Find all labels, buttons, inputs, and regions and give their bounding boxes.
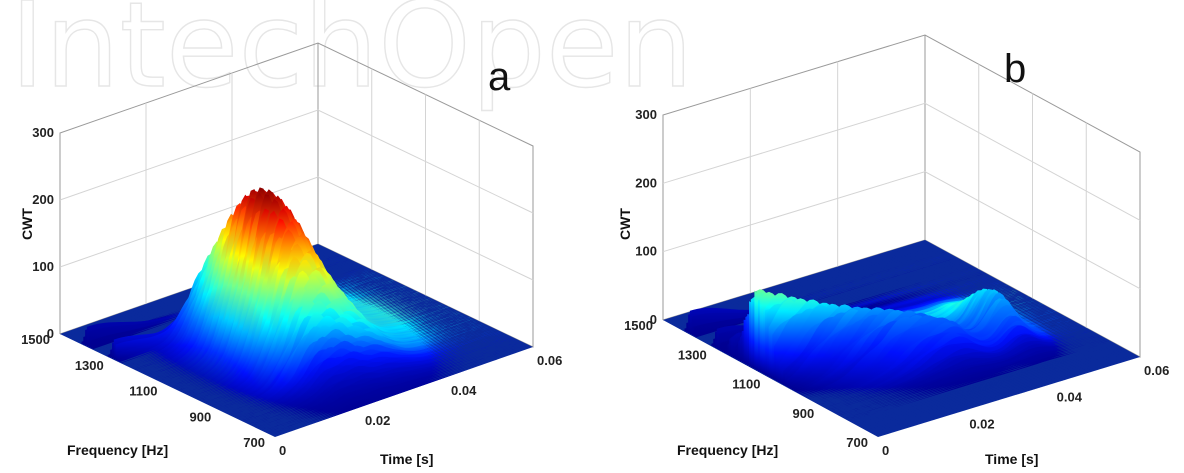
freq-tick-label: 1300 [75,358,104,373]
watermark-logo: IntechOpen [9,0,694,115]
surface-slice [870,353,1133,434]
z-tick-label: 0 [650,312,657,327]
surface-slice [863,349,1126,430]
grid-b [662,34,1141,358]
z-axis-label-b: CWT [617,208,633,240]
z-tick-label: 100 [32,259,54,274]
svg-text:IntechOpen: IntechOpen [10,0,693,114]
surface-slice [672,244,934,325]
surface-slice [869,352,1131,433]
surface-slice [876,356,1139,436]
surface-slice [275,347,533,437]
labels-b: b CWT Frequency [Hz] Time [s] 0 100 200 300… [617,47,1169,467]
surface-slice [668,242,931,323]
surface-slice [836,334,1099,415]
surface-slice [827,329,1090,410]
surface-slice [865,350,1128,431]
surface-slice [670,243,933,324]
x-axis-label-b: Frequency [Hz] [677,442,778,458]
surface-a [60,187,533,437]
freq-tick-label: 1300 [678,347,707,362]
surface-slice [872,354,1135,435]
surface-slice [856,345,1119,426]
y-axis-label-b: Time [s] [985,451,1038,467]
chart-panel-b: b CWT Frequency [Hz] Time [s] 0 100 200 300… [617,34,1169,467]
surface-slice [664,241,927,321]
time-tick-label: 0 [279,443,286,458]
surface-slice [874,355,1137,436]
z-tick-label: 300 [32,125,54,140]
surface-slice [673,245,936,326]
surface-slice [845,339,1108,420]
z-gridline [59,109,534,214]
time-tick-label: 0 [882,443,889,458]
time-tick-label: 0.06 [537,353,562,368]
surface-slice [682,250,945,331]
surface-slice [684,251,947,332]
surface-slice [854,344,1117,425]
freq-tick-label: 700 [243,435,265,450]
surface-b [663,240,1140,437]
surface-slice [849,341,1112,422]
surface-slice [867,351,1130,432]
freq-tick-label: 900 [793,406,815,421]
surface-slice [878,357,1140,437]
z-gridline [662,102,1141,221]
z-tick-label: 200 [635,175,657,190]
surface-slice [851,342,1114,423]
time-tick-label: 0.06 [1144,363,1169,378]
z-tick-label: 200 [32,192,54,207]
freq-tick-label: 1100 [129,384,157,399]
x-axis-label-a: Frequency [Hz] [67,442,168,458]
time-tick-label: 0.04 [1057,390,1083,405]
surface-slice [852,343,1115,424]
time-tick-label: 0.02 [365,413,390,428]
surface-slice [677,247,940,328]
freq-tick-label: 1500 [624,318,653,333]
z-tick-label: 100 [635,244,657,259]
labels-a: a CWT Frequency [Hz] Time [s] 0 100 200 300… [19,55,562,467]
time-tick-label: 0.04 [451,383,477,398]
time-tick-label: 0.02 [969,416,994,431]
panel-label-b: b [1004,47,1026,91]
surface-slice [861,348,1124,429]
z-tick-label: 0 [47,326,54,341]
chart-panel-a: a CWT Frequency [Hz] Time [s] 0 100 200 300… [19,42,562,467]
z-axis-label-a: CWT [19,208,35,240]
z-tick-label: 300 [635,107,657,122]
surface-slice [860,347,1123,428]
y-axis-label-a: Time [s] [380,451,433,467]
surface-slice [61,244,320,335]
surface-slice [686,252,949,333]
surface-slice [663,240,925,320]
freq-tick-label: 900 [190,409,212,424]
surface-slice [675,246,938,327]
surface-slice [679,248,942,329]
freq-tick-label: 700 [846,435,868,450]
freq-tick-label: 1100 [732,377,760,392]
surface-slice [858,346,1121,427]
surface-slice [666,241,929,322]
panel-label-a: a [488,55,511,99]
surface-slice [680,249,943,330]
freq-tick-label: 1500 [21,332,50,347]
